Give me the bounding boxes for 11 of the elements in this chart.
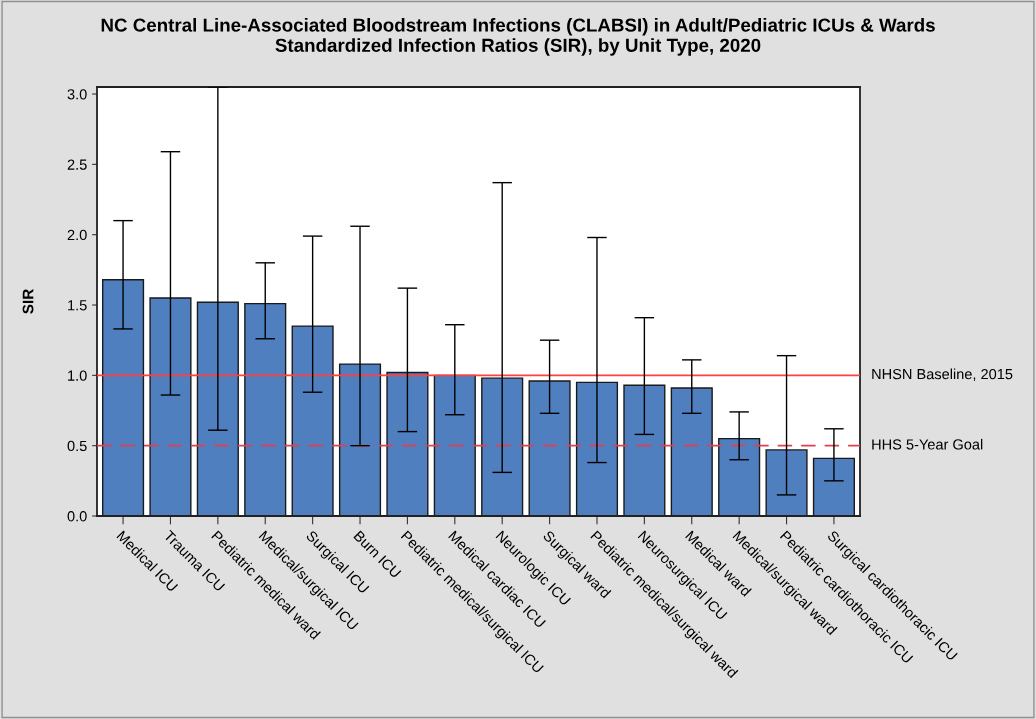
ref-line-label: HHS 5-Year Goal (872, 438, 983, 450)
chart-title: NC Central Line-Associated Bloodstream Infections (CLABSI) in Adult/Pediatric ICUs & Wards Standardized Infection Ratios (SIR), by Unit Type, 2020 (101, 17, 935, 56)
y-tick-label: 1.5 (68, 300, 87, 311)
y-tick-label: 2.5 (67, 159, 87, 170)
y-tick-label: 0.0 (67, 511, 87, 522)
y-tick-label: 3.0 (67, 89, 87, 100)
y-tick-label: 1.0 (68, 370, 87, 381)
y-axis-title: SIR (22, 289, 34, 314)
ref-line-label: NHSN Baseline, 2015 (872, 368, 1013, 381)
y-tick-label: 2.0 (67, 229, 87, 241)
y-tick-label: 0.5 (67, 440, 87, 452)
